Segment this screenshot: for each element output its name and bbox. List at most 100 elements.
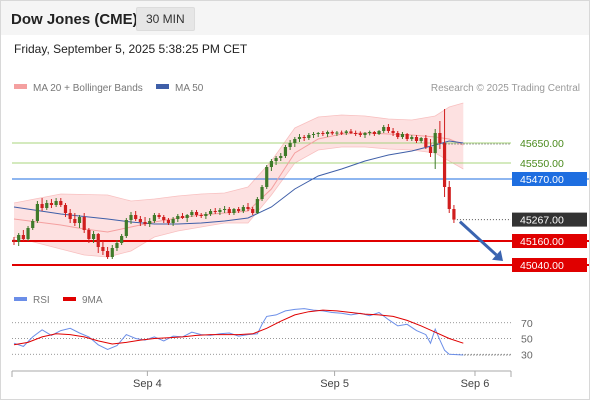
candle-body-33 [166, 220, 171, 223]
candle-body-2 [21, 235, 25, 239]
candle-body-77 [372, 132, 376, 134]
candle-body-78 [377, 131, 381, 134]
candle-body-58 [283, 147, 288, 156]
candle-body-71 [344, 131, 348, 133]
candles [12, 109, 456, 259]
price-plot: 45650.00 45550.00 45470.00 45267.00 45160.00… [12, 102, 589, 272]
legend-label-ma50: MA 50 [175, 83, 204, 94]
legend-swatch-rsi [14, 297, 27, 301]
level-label-bg-3 [512, 212, 587, 227]
candle-body-15 [82, 217, 86, 230]
candle-body-19 [101, 247, 105, 251]
level-label-bg-5 [512, 258, 587, 272]
candle-body-44 [218, 210, 222, 212]
candle-body-47 [232, 209, 236, 213]
candle-body-27 [138, 219, 142, 222]
forecast-arrow-head [492, 250, 503, 261]
candle-body-29 [148, 221, 152, 224]
candle-body-74 [358, 133, 362, 135]
rsi-tick-1: 50 [521, 334, 533, 346]
x-tick-label-2: Sep 6 [461, 378, 490, 390]
timestamp: Friday, September 5, 2025 5:38:25 PM CET [14, 42, 248, 56]
level-label-bg-4 [512, 234, 587, 248]
candle-body-40 [199, 215, 203, 216]
candle-body-24 [124, 220, 128, 236]
level-label-5: 45040.00 [520, 260, 564, 272]
x-tick-label-1: Sep 5 [320, 378, 349, 390]
candle-body-79 [382, 127, 386, 131]
candle-body-69 [335, 132, 339, 134]
candle-body-23 [120, 236, 124, 243]
instrument-title: Dow Jones (CME) [11, 11, 138, 28]
bollinger-upper-line [13, 102, 464, 204]
candle-body-57 [279, 156, 283, 158]
rsi-9ma-line [13, 309, 464, 346]
level-label-3: 45267.00 [520, 215, 564, 227]
candle-body-3 [26, 228, 30, 239]
candle-body-65 [316, 133, 320, 134]
level-label-1: 45550.00 [520, 158, 564, 170]
candle-body-72 [349, 131, 353, 133]
candle-body-49 [241, 207, 245, 211]
candle-body-56 [274, 158, 278, 161]
bollinger-band-fill [14, 103, 464, 257]
candle-body-35 [176, 216, 180, 219]
candle-body-80 [386, 127, 390, 131]
candle-body-4 [31, 221, 35, 228]
credit-text: Research © 2025 Trading Central [431, 83, 580, 94]
candle-body-5 [35, 204, 39, 221]
candle-body-12 [68, 213, 72, 219]
candle-body-70 [340, 132, 344, 134]
candle-body-51 [251, 209, 255, 213]
candle-body-43 [213, 211, 217, 212]
candle-body-50 [246, 207, 250, 209]
candle-body-53 [260, 187, 264, 199]
candle-body-55 [269, 161, 273, 167]
legend-label-rsi: RSI [33, 295, 50, 306]
candle-body-38 [190, 212, 194, 215]
candle-body-63 [307, 135, 311, 138]
candle-body-45 [223, 209, 227, 210]
candle-body-54 [265, 167, 269, 187]
candle-body-39 [194, 212, 199, 215]
candle-body-59 [288, 143, 292, 147]
candle-body-42 [208, 211, 213, 214]
candle-body-76 [368, 132, 372, 133]
candle-body-14 [77, 217, 82, 223]
chart-svg: MA 20 + Bollinger Bands MA 50 Research ©… [11, 83, 589, 390]
candle-body-91 [438, 133, 442, 143]
candle-body-90 [433, 133, 437, 153]
level-label-bg-2 [512, 172, 587, 186]
rsi-plot: 70 50 30 [12, 308, 533, 361]
candle-body-34 [171, 219, 175, 223]
legend-label-bollinger: MA 20 + Bollinger Bands [33, 83, 143, 94]
candle-body-37 [185, 215, 189, 218]
candle-body-41 [204, 214, 208, 216]
candle-body-48 [237, 209, 241, 211]
candle-body-61 [297, 137, 302, 139]
candle-body-32 [162, 217, 166, 220]
candle-body-25 [129, 215, 133, 220]
level-lines [12, 142, 589, 266]
candle-body-8 [49, 203, 54, 205]
candle-body-62 [302, 137, 306, 138]
legend-label-9ma: 9MA [82, 295, 103, 306]
candle-body-92 [442, 143, 447, 187]
x-axis-ticks: Sep 4 Sep 5 Sep 6 [133, 371, 489, 390]
candle-body-13 [73, 219, 77, 223]
candle-body-75 [363, 133, 367, 135]
candle-body-31 [157, 215, 161, 217]
candle-body-36 [180, 216, 185, 218]
candle-body-46 [227, 209, 231, 213]
candle-body-10 [59, 201, 63, 205]
candle-body-20 [106, 251, 110, 257]
interval-button[interactable]: 30 MIN [136, 7, 195, 31]
candle-body-66 [321, 133, 325, 134]
level-label-4: 45160.00 [520, 236, 564, 248]
candle-body-6 [40, 204, 44, 208]
candle-body-93 [447, 187, 451, 209]
candle-body-82 [396, 133, 400, 137]
candle-body-16 [87, 230, 91, 239]
rsi-tick-2: 30 [521, 349, 533, 361]
forecast-arrow-shaft [458, 220, 498, 257]
